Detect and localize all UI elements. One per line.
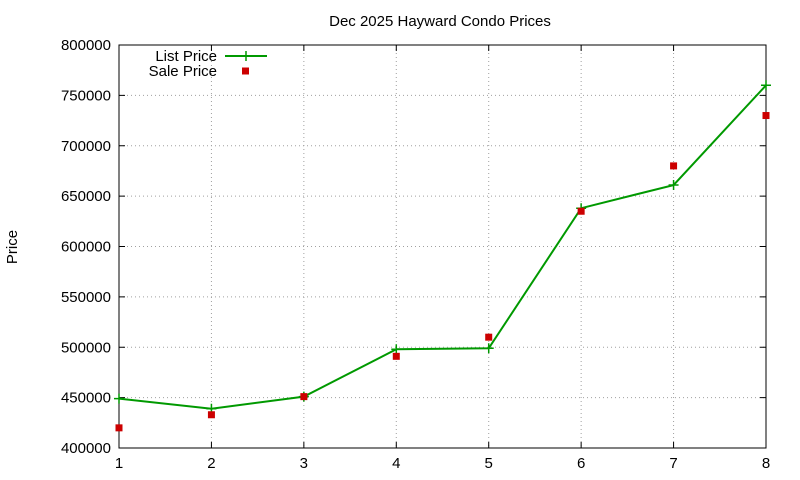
legend: List Price Sale Price <box>149 48 267 80</box>
sale-price-point <box>300 393 308 401</box>
sale-price-point <box>207 411 215 419</box>
list-price-point <box>391 344 402 355</box>
list-price-point <box>114 393 124 404</box>
legend-marker-sale-price <box>242 67 249 75</box>
sale-price-point <box>762 112 770 120</box>
list-price-line <box>118 84 767 410</box>
x-tick-label: 4 <box>392 455 400 472</box>
y-tick-label: 550000 <box>61 289 111 306</box>
y-tick-label: 450000 <box>61 390 111 407</box>
series-layer <box>114 80 771 432</box>
list-price-point <box>761 80 771 91</box>
x-tick-label: 7 <box>669 455 677 472</box>
chart-title: Dec 2025 Hayward Condo Prices <box>329 13 551 30</box>
x-tick-label: 2 <box>207 455 215 472</box>
x-tick-label: 8 <box>762 455 770 472</box>
list-price-point <box>483 343 494 354</box>
y-tick-label: 600000 <box>61 239 111 256</box>
sale-price-point <box>485 333 493 341</box>
y-tick-label: 500000 <box>61 339 111 356</box>
y-tick-label: 700000 <box>61 138 111 155</box>
sale-price-point <box>115 424 123 432</box>
sale-price-point <box>670 162 678 170</box>
list-price-point <box>668 180 679 191</box>
legend-marker-list-price <box>241 51 251 61</box>
y-tick-label: 650000 <box>61 188 111 205</box>
legend-label-list-price: List Price <box>155 48 217 65</box>
sale-price-point <box>577 207 585 215</box>
legend-label-sale-price: Sale Price <box>149 63 217 80</box>
x-tick-label: 1 <box>115 455 123 472</box>
x-tick-label: 6 <box>577 455 585 472</box>
axis-ticks: 400000 450000 500000 550000 600000 650000 7000… <box>61 37 770 472</box>
y-tick-label: 400000 <box>61 440 111 457</box>
x-tick-label: 3 <box>300 455 308 472</box>
y-tick-label: 800000 <box>61 37 111 54</box>
sale-price-point <box>392 352 400 360</box>
x-tick-label: 5 <box>485 455 493 472</box>
y-tick-label: 750000 <box>61 87 111 104</box>
y-axis-label: Price <box>4 230 21 264</box>
